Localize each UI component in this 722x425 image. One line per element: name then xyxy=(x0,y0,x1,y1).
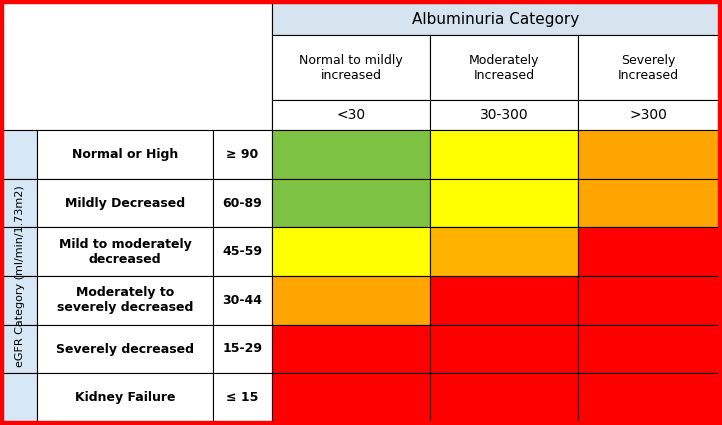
Text: Albuminuria Category: Albuminuria Category xyxy=(412,11,579,26)
Bar xyxy=(272,3,719,35)
Bar xyxy=(272,100,430,130)
Bar xyxy=(213,325,272,373)
Bar xyxy=(3,276,37,325)
Bar xyxy=(272,276,430,325)
Text: Normal or High: Normal or High xyxy=(72,148,178,161)
Bar xyxy=(272,178,430,227)
Bar xyxy=(272,325,430,373)
Bar xyxy=(430,130,578,178)
Bar xyxy=(37,178,213,227)
Text: <30: <30 xyxy=(336,108,365,122)
Bar xyxy=(578,35,719,100)
Bar xyxy=(37,373,213,422)
Text: >300: >300 xyxy=(630,108,667,122)
Bar xyxy=(272,373,430,422)
Bar xyxy=(37,325,213,373)
Text: Moderately to
severely decreased: Moderately to severely decreased xyxy=(57,286,193,314)
Bar xyxy=(272,130,430,178)
Bar xyxy=(578,227,719,276)
Text: 30-300: 30-300 xyxy=(479,108,529,122)
Bar xyxy=(272,227,430,276)
Bar xyxy=(3,227,37,276)
Bar xyxy=(213,276,272,325)
Bar xyxy=(213,178,272,227)
Bar xyxy=(578,100,719,130)
Bar xyxy=(37,227,213,276)
Bar xyxy=(430,373,578,422)
Bar xyxy=(430,325,578,373)
Bar xyxy=(3,373,37,422)
Bar xyxy=(430,276,578,325)
Text: ≤ 15: ≤ 15 xyxy=(226,391,258,404)
Text: Mildly Decreased: Mildly Decreased xyxy=(65,196,185,210)
Bar xyxy=(213,130,272,178)
Bar xyxy=(578,130,719,178)
Bar xyxy=(578,325,719,373)
Bar xyxy=(37,276,213,325)
Bar xyxy=(3,130,37,178)
Text: Severely decreased: Severely decreased xyxy=(56,343,194,355)
Text: Kidney Failure: Kidney Failure xyxy=(75,391,175,404)
Bar xyxy=(272,35,430,100)
Text: ≥ 90: ≥ 90 xyxy=(227,148,258,161)
Bar xyxy=(3,178,37,227)
Text: Mild to moderately
decreased: Mild to moderately decreased xyxy=(58,238,191,266)
Text: Severely
Increased: Severely Increased xyxy=(618,54,679,82)
Bar xyxy=(578,373,719,422)
Text: 60-89: 60-89 xyxy=(222,196,262,210)
Text: 30-44: 30-44 xyxy=(222,294,263,307)
Bar xyxy=(578,276,719,325)
Text: 15-29: 15-29 xyxy=(222,343,263,355)
Bar xyxy=(213,227,272,276)
Bar xyxy=(3,3,272,130)
Bar xyxy=(430,100,578,130)
Bar xyxy=(213,373,272,422)
Text: Moderately
Increased: Moderately Increased xyxy=(469,54,539,82)
Text: Normal to mildly
increased: Normal to mildly increased xyxy=(299,54,403,82)
Text: eGFR Category (ml/min/1.73m2): eGFR Category (ml/min/1.73m2) xyxy=(15,185,25,367)
Text: 45-59: 45-59 xyxy=(222,245,263,258)
Bar xyxy=(3,325,37,373)
Bar xyxy=(430,178,578,227)
Bar xyxy=(37,130,213,178)
Bar xyxy=(430,35,578,100)
Bar xyxy=(578,178,719,227)
Bar xyxy=(430,227,578,276)
